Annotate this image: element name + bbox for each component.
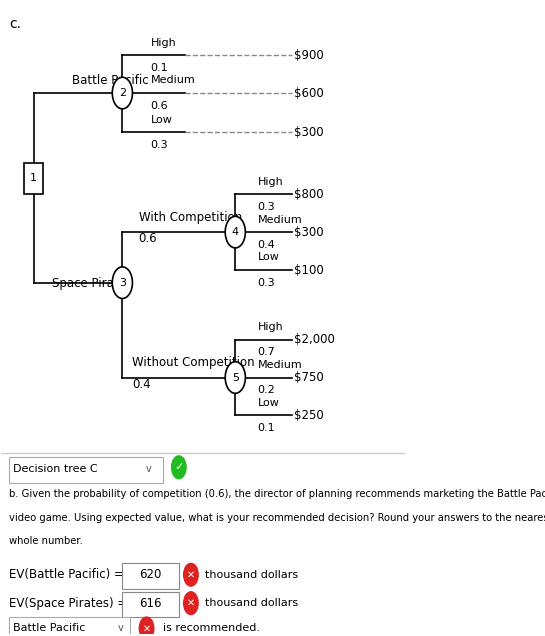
Text: 0.3: 0.3 xyxy=(257,202,275,212)
Circle shape xyxy=(184,592,198,614)
Circle shape xyxy=(140,617,154,636)
FancyBboxPatch shape xyxy=(9,617,130,636)
Text: $100: $100 xyxy=(294,263,324,277)
Text: $300: $300 xyxy=(294,226,323,238)
Text: $600: $600 xyxy=(294,86,324,100)
Text: High: High xyxy=(150,38,177,48)
Text: ✕: ✕ xyxy=(187,570,195,580)
Text: $900: $900 xyxy=(294,48,324,62)
Circle shape xyxy=(225,216,245,248)
Text: 0.2: 0.2 xyxy=(257,385,275,395)
Text: 616: 616 xyxy=(140,597,162,610)
Text: Medium: Medium xyxy=(150,76,195,85)
Text: $250: $250 xyxy=(294,409,324,422)
Text: Decision tree C: Decision tree C xyxy=(14,464,98,474)
Text: Medium: Medium xyxy=(257,360,302,370)
Text: 0.6: 0.6 xyxy=(138,232,157,245)
Circle shape xyxy=(112,267,132,298)
Text: $750: $750 xyxy=(294,371,324,384)
FancyBboxPatch shape xyxy=(123,592,179,617)
Text: Battle Pacific: Battle Pacific xyxy=(72,74,149,87)
Text: 0.4: 0.4 xyxy=(132,378,151,391)
Text: 0.7: 0.7 xyxy=(257,347,275,357)
Text: Low: Low xyxy=(257,252,280,263)
Text: ✕: ✕ xyxy=(187,598,195,608)
Circle shape xyxy=(112,77,132,109)
Text: With Competition: With Competition xyxy=(138,211,242,224)
Text: $2,000: $2,000 xyxy=(294,333,335,346)
Text: 2: 2 xyxy=(119,88,126,98)
FancyBboxPatch shape xyxy=(9,457,163,483)
Text: v: v xyxy=(146,464,152,474)
FancyBboxPatch shape xyxy=(24,163,44,193)
Text: video game. Using expected value, what is your recommended decision? Round your : video game. Using expected value, what i… xyxy=(9,513,545,523)
Text: 0.3: 0.3 xyxy=(150,140,168,150)
Text: v: v xyxy=(118,623,123,633)
Text: Low: Low xyxy=(257,398,280,408)
Text: $800: $800 xyxy=(294,188,323,201)
Text: is recommended.: is recommended. xyxy=(163,623,260,633)
Text: Low: Low xyxy=(150,114,172,125)
Circle shape xyxy=(225,362,245,393)
Text: 3: 3 xyxy=(119,278,126,287)
Text: $300: $300 xyxy=(294,126,323,139)
Circle shape xyxy=(172,456,186,479)
Text: whole number.: whole number. xyxy=(9,536,83,546)
Text: 620: 620 xyxy=(140,568,162,581)
Text: 0.6: 0.6 xyxy=(150,100,168,111)
Text: 0.4: 0.4 xyxy=(257,240,275,250)
Text: 0.1: 0.1 xyxy=(150,63,168,73)
Text: Space Pirates: Space Pirates xyxy=(52,277,132,291)
FancyBboxPatch shape xyxy=(123,563,179,589)
Text: thousand dollars: thousand dollars xyxy=(205,598,298,608)
Text: ✓: ✓ xyxy=(174,462,184,473)
Text: 0.3: 0.3 xyxy=(257,278,275,287)
Text: ✕: ✕ xyxy=(142,623,150,633)
Circle shape xyxy=(184,563,198,586)
Text: Medium: Medium xyxy=(257,214,302,225)
Text: b. Given the probability of competition (0.6), the director of planning recommen: b. Given the probability of competition … xyxy=(9,489,545,499)
Text: 1: 1 xyxy=(30,174,37,183)
Text: c.: c. xyxy=(9,17,21,31)
Text: 0.1: 0.1 xyxy=(257,423,275,433)
Text: EV(Battle Pacific) =: EV(Battle Pacific) = xyxy=(9,568,124,581)
Text: thousand dollars: thousand dollars xyxy=(205,570,298,580)
Text: 4: 4 xyxy=(232,227,239,237)
Text: High: High xyxy=(257,322,283,332)
Text: Without Competition: Without Competition xyxy=(132,356,255,370)
Text: 5: 5 xyxy=(232,373,239,382)
Text: EV(Space Pirates) =: EV(Space Pirates) = xyxy=(9,597,128,610)
Text: Battle Pacific: Battle Pacific xyxy=(14,623,86,633)
Text: High: High xyxy=(257,177,283,186)
